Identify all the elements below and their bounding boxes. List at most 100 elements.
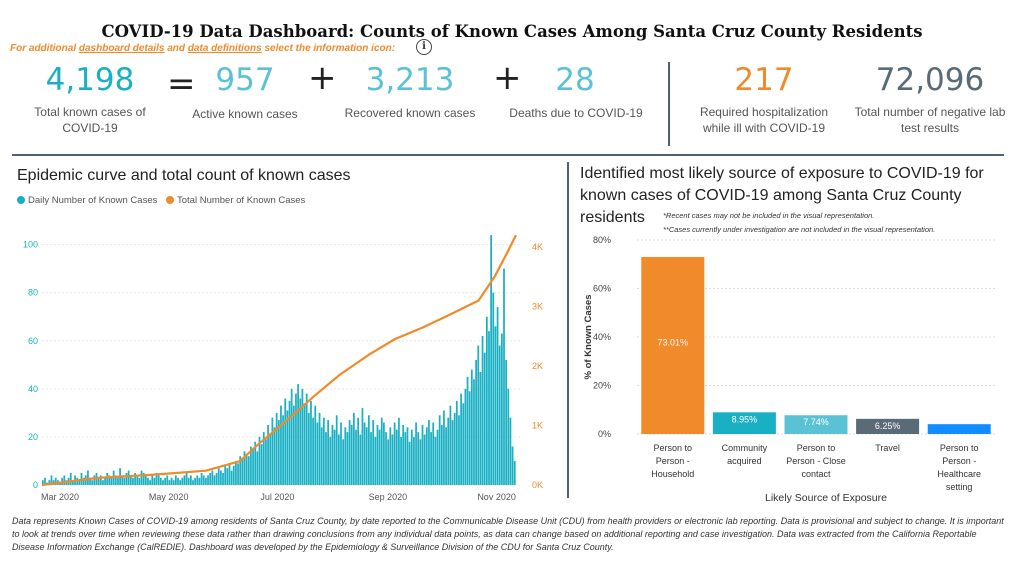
section-divider: [12, 154, 1004, 156]
daily-case-bar: [357, 417, 360, 485]
daily-case-bar: [189, 475, 192, 485]
daily-case-bar: [99, 475, 102, 485]
exposure-bar-chart[interactable]: 0% 20% 40% 60% 80% % of Known Cases 73.01% Pers…: [575, 232, 1010, 508]
daily-case-bar: [327, 420, 330, 485]
daily-case-bar: [241, 458, 244, 485]
daily-case-bar: [78, 480, 81, 485]
daily-case-bar: [207, 475, 209, 485]
daily-case-bar: [395, 429, 398, 485]
daily-case-bar: [391, 434, 394, 485]
equals-sign: =: [167, 64, 196, 104]
daily-case-bar: [337, 434, 340, 485]
daily-case-bar: [254, 441, 257, 485]
daily-case-bar: [344, 427, 347, 485]
daily-case-bar: [282, 415, 284, 485]
daily-case-bar: [239, 456, 242, 485]
daily-case-bar: [260, 444, 263, 485]
plus-sign-1: +: [308, 58, 337, 98]
daily-case-bar: [245, 453, 248, 485]
exposure-bar: [784, 415, 848, 434]
x-category-label: acquired: [727, 456, 762, 466]
daily-case-bar: [511, 446, 514, 485]
dashboard-details-link[interactable]: dashboard details: [78, 43, 165, 54]
daily-case-bar: [466, 376, 469, 485]
daily-case-bar: [385, 432, 387, 485]
daily-case-bar: [468, 391, 471, 485]
x-category-label: contact: [801, 469, 831, 479]
daily-case-bar: [198, 477, 201, 485]
y-tick-label: 40%: [593, 332, 611, 342]
daily-case-bar: [168, 480, 171, 485]
daily-case-bar: [492, 292, 495, 485]
plus-sign-2: +: [493, 58, 522, 98]
daily-case-bar: [447, 417, 450, 485]
y-tick-label: 20%: [593, 381, 611, 391]
y-tick-label: 0%: [598, 429, 611, 439]
daily-case-bar: [187, 477, 190, 485]
daily-case-bar: [256, 451, 259, 485]
daily-case-bar: [275, 412, 278, 485]
footer-disclaimer: Data represents Known Cases of COVID-19 …: [12, 516, 1004, 552]
daily-case-bar: [132, 477, 134, 485]
daily-case-bar: [464, 388, 467, 485]
daily-case-bar: [475, 360, 477, 485]
daily-case-bar: [82, 477, 85, 485]
daily-case-bar: [496, 307, 499, 485]
daily-case-bar: [292, 405, 295, 485]
daily-case-bar: [434, 436, 437, 485]
daily-case-bar: [483, 352, 486, 485]
daily-case-bar: [215, 472, 218, 485]
daily-case-bar: [295, 393, 297, 485]
daily-case-bar: [389, 427, 392, 485]
daily-case-bar: [423, 434, 426, 485]
daily-case-bar: [398, 417, 400, 485]
daily-case-bar: [286, 410, 289, 485]
daily-case-bar: [402, 424, 405, 485]
daily-case-bar: [164, 477, 166, 485]
daily-case-bar: [488, 331, 490, 485]
exposure-bar: [641, 256, 705, 434]
x-category-label: Travel: [875, 443, 900, 453]
cumulative-cases-line: [41, 234, 517, 487]
y2-tick-label: 4K: [532, 242, 543, 252]
daily-case-bar: [192, 480, 194, 485]
x-category-label: Person - Close: [786, 456, 846, 466]
daily-case-bar: [127, 470, 130, 485]
legend-label-total: Total Number of Known Cases: [177, 195, 306, 206]
daily-case-bar: [69, 472, 72, 485]
daily-case-bar: [500, 333, 503, 485]
data-definitions-link[interactable]: data definitions: [187, 43, 262, 54]
x-tick-label: Mar 2020: [41, 492, 79, 502]
daily-case-bar: [235, 460, 237, 485]
daily-case-bar: [376, 424, 379, 485]
recovered-cases-value: 3,213: [365, 62, 455, 98]
daily-case-bar: [144, 475, 147, 485]
daily-case-bar: [232, 465, 235, 485]
daily-case-bar: [209, 472, 212, 485]
info-prefix: For additional: [10, 43, 79, 54]
epi-curve-chart[interactable]: 0 20 40 60 80 100 0K 1K 2K 3K 4K Mar 2020 May 2020 Ju…: [10, 225, 560, 505]
daily-case-bar: [110, 477, 113, 485]
daily-case-bar: [297, 384, 299, 485]
daily-case-bar: [342, 439, 345, 485]
information-icon[interactable]: i: [416, 39, 432, 55]
daily-case-bar: [505, 360, 508, 485]
daily-case-bar: [125, 472, 128, 485]
info-text: For additional dashboard details and dat…: [10, 43, 395, 54]
exposure-bar: [856, 418, 920, 434]
daily-case-bar: [157, 475, 160, 485]
daily-case-bar: [378, 429, 381, 485]
daily-case-bar: [310, 400, 312, 485]
daily-case-bar: [404, 432, 407, 485]
daily-case-bar: [335, 415, 338, 485]
daily-case-bar: [129, 475, 132, 485]
bar-data-label: 8.95%: [732, 414, 758, 424]
daily-case-bar: [179, 480, 182, 485]
x-category-label: setting: [946, 482, 973, 492]
daily-case-bar: [267, 424, 269, 485]
daily-case-bar: [280, 405, 282, 485]
daily-case-bar: [428, 420, 430, 485]
daily-case-bar: [277, 420, 280, 485]
daily-case-bar: [220, 470, 222, 485]
deaths-value: 28: [555, 62, 595, 98]
